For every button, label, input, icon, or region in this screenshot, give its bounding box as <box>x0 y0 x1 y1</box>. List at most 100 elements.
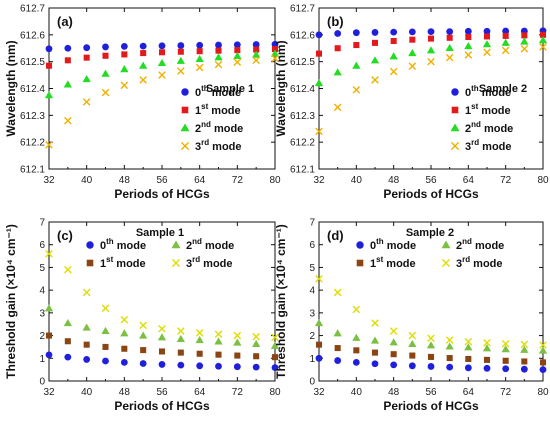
data-point <box>270 49 280 57</box>
data-point <box>102 43 109 51</box>
data-point <box>157 58 167 67</box>
series-0th-mode <box>315 354 547 374</box>
data-point <box>214 53 223 61</box>
x-axis-label: Periods of HCGs <box>383 187 479 201</box>
series-1st-mode <box>45 332 279 361</box>
x-tick-label: 80 <box>269 175 281 186</box>
x-tick-label: 40 <box>351 387 363 398</box>
data-point <box>45 62 53 69</box>
data-point <box>121 51 128 58</box>
sample-label: Sample 1 <box>206 83 254 95</box>
legend-label: 1st mode <box>370 255 416 270</box>
data-point <box>45 141 53 149</box>
data-point <box>271 364 279 372</box>
y-tick-label: 6 <box>309 240 315 251</box>
data-point <box>233 331 242 340</box>
data-point <box>63 80 72 88</box>
legend-label: 1st mode <box>100 255 146 270</box>
data-point <box>82 323 91 331</box>
legend-marker <box>86 259 94 267</box>
x-tick-label: 56 <box>425 175 437 186</box>
data-point <box>139 331 148 339</box>
data-point <box>158 42 166 50</box>
data-point <box>464 343 473 351</box>
data-point <box>252 56 260 65</box>
y-tick-label: 612.7 <box>20 4 45 15</box>
data-point <box>120 65 129 73</box>
data-point <box>139 360 147 367</box>
data-point <box>371 76 379 84</box>
panel-label: (c) <box>57 228 73 243</box>
data-point <box>158 361 166 368</box>
data-point <box>408 28 416 36</box>
y-tick-label: 1 <box>39 354 45 365</box>
data-point <box>252 363 260 371</box>
data-point <box>195 329 204 337</box>
data-point <box>102 357 109 365</box>
data-point <box>353 347 360 354</box>
x-tick-label: 64 <box>463 175 475 186</box>
data-point <box>389 327 398 335</box>
x-tick-label: 32 <box>43 175 55 186</box>
data-point <box>483 27 491 35</box>
x-tick-label: 32 <box>313 175 325 186</box>
data-point <box>464 27 472 35</box>
x-tick-label: 72 <box>500 175 512 186</box>
x-tick-label: 40 <box>351 175 363 186</box>
series-1st-mode <box>45 46 279 69</box>
data-point <box>501 345 510 353</box>
data-point <box>333 68 342 76</box>
data-point <box>389 338 398 346</box>
y-axis-label: Threshold gain (×10⁴ cm⁻¹) <box>4 224 18 379</box>
data-point <box>333 103 342 112</box>
data-point <box>45 332 53 339</box>
data-point <box>390 351 397 358</box>
y-tick-label: 0 <box>309 377 315 388</box>
y-axis-label: Wavelength (nm) <box>4 40 18 136</box>
data-point <box>483 48 491 57</box>
data-point <box>482 40 492 48</box>
data-point <box>64 116 72 125</box>
data-point <box>177 67 185 75</box>
data-point <box>102 52 109 59</box>
data-point <box>427 334 435 343</box>
data-point <box>253 353 260 360</box>
data-point <box>140 347 147 354</box>
data-point <box>234 352 241 359</box>
data-point <box>120 358 128 366</box>
data-point <box>390 28 398 36</box>
y-tick-label: 612.1 <box>290 165 315 176</box>
x-tick-label: 80 <box>537 175 549 186</box>
data-point <box>483 33 491 40</box>
data-point <box>353 42 360 49</box>
data-point <box>177 349 184 356</box>
y-tick-label: 612.2 <box>290 138 315 149</box>
legend-marker <box>171 240 181 249</box>
data-point <box>502 357 509 364</box>
data-point <box>139 61 148 69</box>
data-point <box>352 358 360 366</box>
legend-label: 2nd mode <box>465 120 513 135</box>
legend-label: 0th mode <box>465 84 511 99</box>
y-tick-label: 2 <box>39 331 45 342</box>
data-point <box>196 350 203 357</box>
legend: 0th mode 1st mode 2nd mode 3rd mode <box>450 84 513 153</box>
y-tick-label: 612.5 <box>290 57 315 68</box>
data-point <box>195 54 204 63</box>
data-point <box>427 35 435 42</box>
data-point <box>120 329 129 337</box>
data-point <box>158 348 166 355</box>
data-point <box>539 43 547 51</box>
x-tick-label: 32 <box>43 387 55 398</box>
data-point <box>483 356 491 363</box>
data-point <box>315 50 323 57</box>
data-point <box>446 355 453 362</box>
data-point <box>64 353 72 361</box>
y-tick-label: 4 <box>309 286 315 297</box>
data-point <box>101 326 110 335</box>
x-tick-label: 48 <box>119 175 131 186</box>
x-axis-label: Periods of HCGs <box>383 399 479 413</box>
legend-marker <box>441 240 451 249</box>
legend-marker <box>171 258 181 268</box>
x-tick-label: 80 <box>537 387 549 398</box>
